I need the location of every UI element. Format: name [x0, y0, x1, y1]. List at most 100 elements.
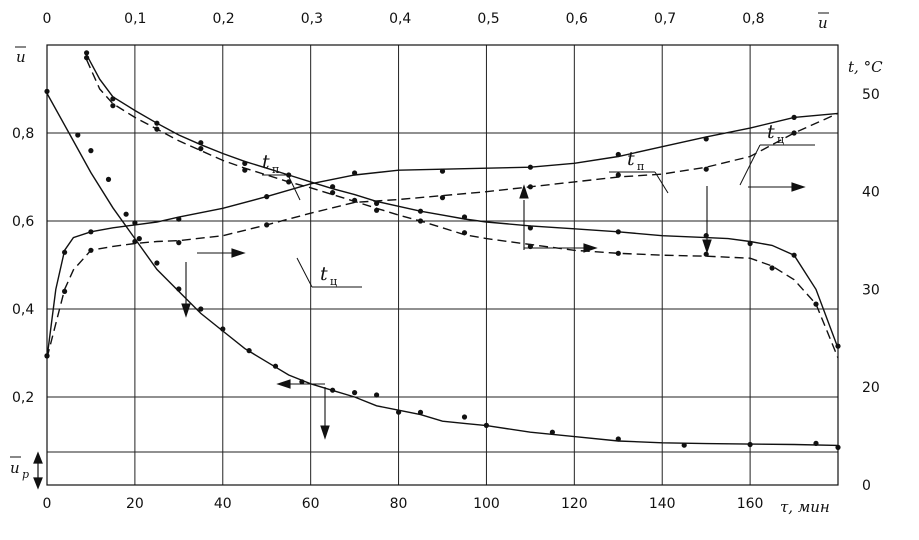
- data-point: [110, 103, 116, 109]
- svg-text:ц: ц: [777, 133, 784, 146]
- series-line-1: [85, 54, 839, 349]
- data-point: [483, 422, 489, 428]
- data-point: [84, 55, 90, 61]
- x-top-tick-label: 0,5: [477, 11, 499, 27]
- x-top-tick-label: 0,2: [212, 11, 234, 27]
- data-point: [374, 392, 380, 398]
- data-point: [396, 409, 402, 415]
- series-group: [44, 50, 841, 450]
- data-point: [417, 208, 424, 214]
- data-point: [615, 172, 621, 178]
- data-point: [132, 220, 138, 226]
- data-point: [703, 166, 709, 172]
- up-arrow-marker: [33, 451, 43, 490]
- svg-text:t: t: [262, 151, 270, 173]
- data-point: [615, 229, 621, 235]
- data-point: [88, 229, 94, 235]
- data-point: [132, 238, 138, 245]
- data-point: [272, 363, 279, 369]
- data-point: [439, 168, 446, 174]
- y-right-axis-label: t, °C: [848, 58, 883, 76]
- x-top-tick-label: 0,4: [389, 11, 411, 27]
- x-bottom-tick-label: 140: [649, 496, 676, 512]
- data-point: [417, 409, 424, 415]
- svg-text:t: t: [767, 121, 775, 143]
- data-point: [220, 326, 226, 332]
- data-point: [813, 440, 819, 446]
- data-point: [791, 114, 797, 120]
- svg-text:ц: ц: [330, 275, 337, 288]
- data-point: [681, 442, 687, 448]
- data-point: [198, 140, 204, 146]
- y-left-extra-sub: p: [22, 468, 29, 481]
- x-top-tick-label: 0: [43, 11, 52, 27]
- series-line-4: [46, 112, 839, 359]
- x-bottom-tick-label: 120: [561, 496, 588, 512]
- x-bottom-tick-label: 100: [473, 496, 500, 512]
- y-left-tick-label: 0,6: [12, 214, 34, 230]
- data-point: [330, 387, 336, 393]
- curve-label-tp-right: t п: [609, 148, 669, 194]
- x-top-tick-label: 0,7: [654, 11, 676, 27]
- data-point: [242, 167, 248, 173]
- y-left-tick-label: 0,4: [12, 302, 34, 318]
- plot-frame: [46, 44, 839, 486]
- y-right-tick-label: 30: [862, 282, 880, 298]
- data-point: [747, 240, 753, 247]
- data-point: [286, 179, 292, 185]
- y-left-extra-label: u: [10, 459, 20, 477]
- x-bottom-tick-label: 160: [737, 496, 764, 512]
- data-point: [769, 265, 775, 271]
- x-bottom-tick-label: 80: [390, 496, 408, 512]
- data-point: [352, 390, 358, 396]
- data-point: [84, 50, 90, 56]
- data-point: [62, 288, 68, 294]
- data-point: [154, 120, 160, 126]
- data-point: [330, 190, 336, 196]
- data-point: [136, 236, 142, 242]
- y-right-tick-label: 40: [862, 185, 880, 201]
- data-point: [123, 211, 129, 217]
- data-point: [461, 214, 468, 220]
- data-point: [615, 151, 621, 158]
- data-point: [439, 195, 446, 201]
- x-bottom-tick-label: 60: [302, 496, 320, 512]
- data-point: [615, 436, 621, 442]
- data-point: [813, 301, 819, 307]
- curve-label-tp-upper: t п: [262, 151, 301, 201]
- data-point: [527, 164, 534, 170]
- data-point: [176, 216, 182, 222]
- data-point: [703, 233, 709, 239]
- grid: [47, 45, 838, 485]
- data-point: [374, 207, 380, 213]
- direction-arrows: [181, 182, 806, 440]
- data-point: [747, 441, 753, 448]
- data-point: [791, 130, 797, 136]
- x-bottom-tick-label: 40: [214, 496, 232, 512]
- x-top-axis-label: u: [818, 14, 828, 32]
- series-line-2: [85, 59, 839, 359]
- data-point: [461, 230, 468, 236]
- svg-text:t: t: [320, 263, 328, 285]
- data-point: [154, 126, 160, 132]
- data-point: [264, 194, 270, 200]
- data-point: [110, 96, 116, 102]
- data-point: [352, 197, 358, 203]
- data-point: [549, 429, 556, 435]
- y-left-tick-label: 0,8: [12, 126, 34, 142]
- data-point: [352, 170, 358, 176]
- data-point: [154, 260, 160, 266]
- curve-label-tc-right: t ц: [739, 121, 815, 186]
- svg-text:п: п: [272, 163, 279, 176]
- data-point: [417, 218, 424, 224]
- data-point: [299, 379, 305, 385]
- data-point: [286, 172, 292, 178]
- data-point: [461, 414, 468, 420]
- svg-text:п: п: [637, 160, 644, 173]
- data-point: [88, 247, 94, 253]
- tick-labels: 0 20 40 60 80 100 120 140 160 0 0,1 0,2 0,3 0,4 0,5 0,6…: [12, 11, 880, 512]
- x-bottom-tick-label: 20: [126, 496, 144, 512]
- y-left-tick-label: 0,2: [12, 390, 34, 406]
- data-point: [703, 136, 709, 142]
- x-top-tick-label: 0,8: [742, 11, 764, 27]
